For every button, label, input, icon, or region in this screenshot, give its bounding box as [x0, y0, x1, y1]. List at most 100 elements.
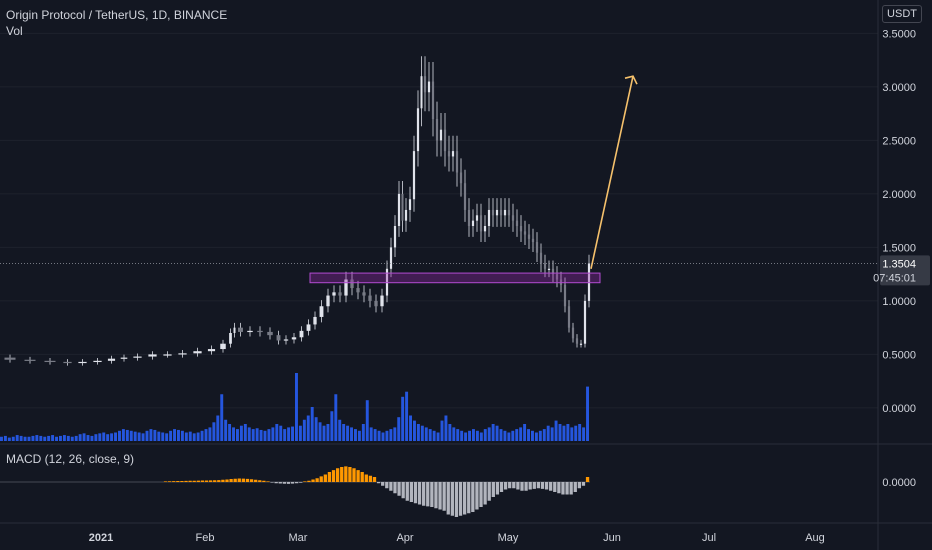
volume-bar	[460, 430, 464, 441]
candle-body	[451, 151, 455, 157]
macd-bar	[295, 482, 299, 484]
candle-body	[543, 263, 547, 269]
candle-body	[507, 209, 511, 216]
volume-bar	[464, 432, 468, 441]
macd-bar	[442, 482, 446, 511]
volume-bar	[546, 425, 550, 441]
macd-bar	[331, 470, 336, 482]
volume-bar	[31, 435, 35, 441]
macd-bar	[573, 482, 577, 492]
macd-bar	[422, 482, 426, 506]
volume-bar	[15, 435, 19, 441]
macd-bar	[348, 467, 352, 482]
macd-bar	[585, 477, 590, 482]
candle-body	[238, 327, 243, 332]
candle-body	[385, 268, 389, 296]
volume-bar	[416, 424, 420, 441]
macd-bar	[565, 482, 569, 495]
candle-body	[93, 360, 102, 363]
candle-body	[547, 268, 551, 270]
volume-bar	[448, 424, 452, 441]
volume-bar	[479, 432, 483, 441]
candles	[4, 56, 591, 366]
macd-bar	[520, 482, 524, 491]
volume-bar	[291, 426, 294, 441]
arrow-head	[624, 75, 638, 85]
macd-bar	[569, 482, 573, 495]
volume-bar	[62, 435, 66, 441]
volume-bar	[491, 424, 495, 441]
volume-bar	[566, 424, 570, 441]
candle-body	[412, 151, 416, 200]
price-tick-label: 0.0000	[882, 403, 916, 415]
candle-body	[443, 129, 447, 152]
volume-bar	[55, 436, 58, 441]
volume-bar	[558, 424, 562, 441]
macd-bar	[217, 480, 221, 482]
volume-bar	[381, 432, 385, 441]
volume-bar	[271, 427, 275, 441]
macd-bar	[254, 479, 258, 482]
macd-bar	[286, 482, 291, 484]
volume-bar	[118, 430, 121, 441]
volume-bar	[0, 436, 3, 441]
volume-bar	[538, 430, 542, 441]
volume-bar	[373, 429, 377, 441]
macd-bar	[454, 482, 459, 517]
volume-bar	[125, 429, 129, 441]
volume-bar	[318, 422, 322, 441]
volume-bar	[420, 425, 424, 441]
volume-bar	[208, 427, 212, 441]
candle-body	[511, 215, 515, 221]
candle-body	[362, 292, 366, 296]
macd-bar	[221, 479, 225, 482]
macd-bar	[200, 480, 205, 482]
macd-bar	[270, 482, 274, 483]
volume-bar	[361, 424, 365, 441]
volume-bar	[503, 430, 507, 441]
macd-bar	[319, 476, 323, 482]
candle-body	[389, 247, 393, 269]
volume-bar	[51, 435, 55, 441]
volume-bar	[527, 429, 530, 441]
volume-bar	[263, 430, 267, 441]
macd-bar	[262, 480, 266, 482]
volume-bar	[369, 427, 373, 441]
volume-bar	[232, 427, 235, 441]
macd-bar	[372, 477, 377, 482]
time-tick-label: 2021	[89, 532, 113, 544]
resistance-zone	[309, 272, 601, 284]
price-axis: 3.5000 3.0000 2.5000 2.0000 1.5000 1.0000 0.50…	[882, 28, 916, 415]
candle-body	[24, 359, 36, 361]
volume-bar	[149, 429, 153, 441]
volume-bar	[161, 432, 165, 441]
candle-body	[193, 351, 202, 354]
macd-bar	[356, 470, 360, 482]
macd-bar	[381, 482, 385, 486]
candle-body	[575, 338, 579, 344]
volume-bar	[216, 415, 220, 441]
candle-body	[423, 76, 427, 93]
volume-bar	[456, 429, 460, 441]
macd-bar	[536, 482, 541, 489]
candle-body	[233, 327, 236, 333]
currency-badge[interactable]: USDT	[882, 5, 922, 23]
candle-body	[439, 129, 443, 141]
candle-body	[416, 108, 420, 152]
macd-bar	[471, 482, 475, 512]
volume-bar	[259, 429, 263, 441]
macd-bar	[233, 478, 237, 482]
candle-body	[350, 279, 354, 289]
volume-bar	[365, 400, 369, 441]
volume-bar	[306, 415, 310, 441]
volume-bar	[578, 424, 582, 441]
candle-body	[44, 360, 56, 363]
macd-bar	[303, 481, 307, 482]
volume-bar	[188, 431, 192, 441]
candle-body	[338, 292, 342, 296]
candle-body	[4, 357, 16, 360]
macd-bar	[430, 482, 434, 507]
volume-bar	[145, 430, 149, 441]
